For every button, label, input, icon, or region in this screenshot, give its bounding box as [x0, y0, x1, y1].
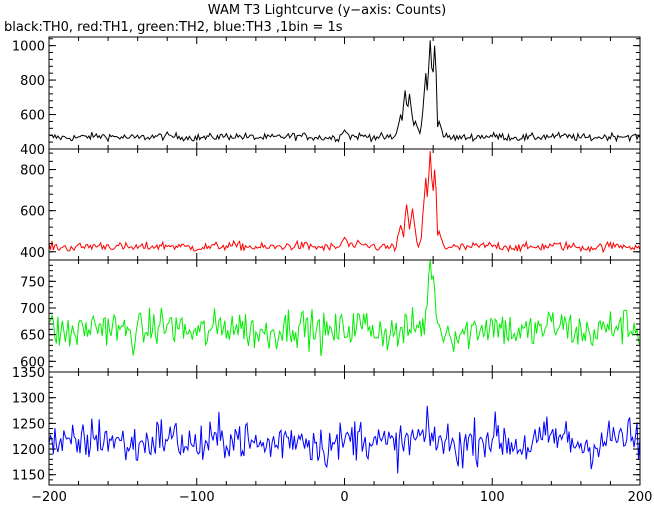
y-tick-label: 700 [20, 302, 45, 317]
y-tick-label: 800 [20, 164, 45, 179]
panel-th0: 400 600 800 1000 [12, 36, 641, 158]
panel-th3: 1150 1200 1250 1300 1350 [12, 366, 641, 486]
x-tick-label: −100 [179, 490, 215, 505]
y-tick-label: 1250 [12, 417, 45, 432]
chart-title: WAM T3 Lightcurve (y−axis: Counts) [208, 3, 446, 18]
x-tick-label: −200 [31, 490, 67, 505]
y-tick-label: 600 [20, 109, 45, 124]
y-tick-label: 400 [20, 143, 45, 158]
y-tick-label: 650 [20, 329, 45, 344]
y-tick-label: 1200 [12, 443, 45, 458]
x-tick-label: 100 [480, 490, 505, 505]
series-line-th0 [49, 40, 640, 143]
y-tick-label: 600 [20, 355, 45, 370]
series-line-th2 [49, 260, 640, 357]
series-line-th3 [49, 405, 640, 474]
x-tick-label: 200 [628, 490, 653, 505]
panel-frame [48, 148, 641, 261]
y-tick-label: 1350 [12, 366, 45, 381]
panel-frame [48, 259, 641, 373]
chart-subtitle: black:TH0, red:TH1, green:TH2, blue:TH3 … [4, 20, 343, 35]
y-tick-label: 600 [20, 205, 45, 220]
panels-layer: 400 600 800 1000 400 600 800 600 650 700 750 1150 12… [12, 36, 641, 486]
panel-th1: 400 600 800 [20, 148, 641, 261]
y-tick-label: 400 [20, 246, 45, 261]
y-tick-label: 750 [20, 275, 45, 290]
panel-th2: 600 650 700 750 [20, 259, 641, 373]
panel-frame [48, 36, 641, 150]
y-tick-label: 800 [20, 74, 45, 89]
y-tick-label: 1300 [12, 392, 45, 407]
x-tick-label: 0 [340, 490, 348, 505]
series-line-th1 [49, 151, 640, 254]
x-axis: −200 −100 0 100 200 [31, 490, 652, 505]
y-tick-label: 1000 [12, 40, 45, 55]
panel-frame [48, 371, 641, 486]
y-tick-label: 1150 [12, 469, 45, 484]
